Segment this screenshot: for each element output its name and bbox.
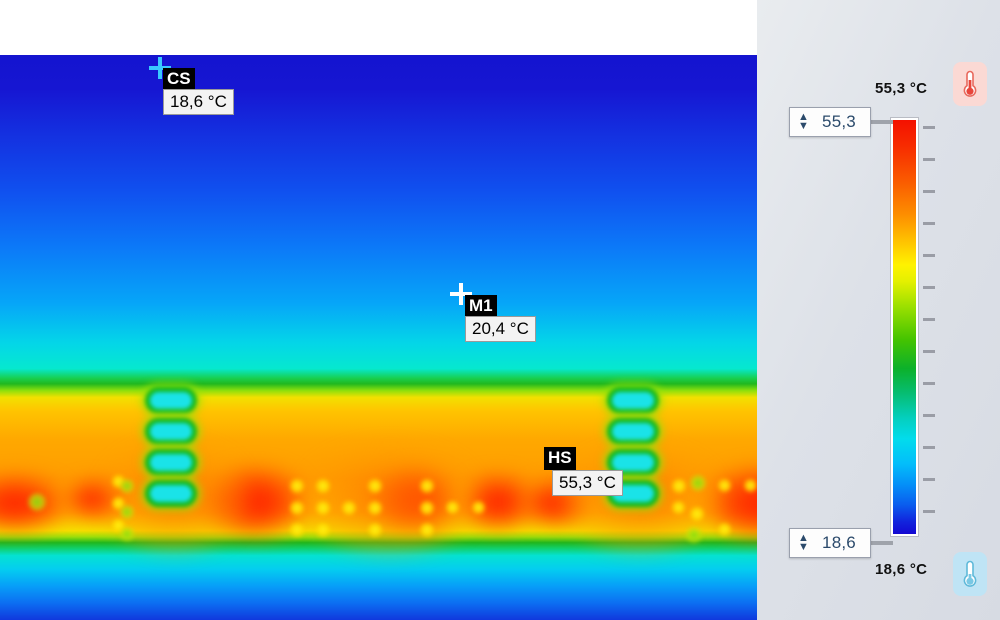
cooling-slot [150,392,192,409]
color-gradient [893,120,916,534]
pad-spot [690,507,704,521]
cooling-slot [150,485,192,502]
cooling-slot [612,423,654,440]
thermometer-cold-icon[interactable] [953,552,987,596]
scale-tick [923,510,935,513]
warm-blob [300,445,480,555]
pad-spot [446,501,459,514]
pad-spot [290,523,304,537]
scale-tick [923,318,935,321]
marker-value-cs: 18,6 °C [163,89,234,115]
pad-spot [28,493,46,511]
chevron-up-icon[interactable]: ▲ [798,111,809,123]
pad-spot [718,479,731,492]
scale-min-label: 18,6 °C [875,561,928,578]
thermometer-cold-glyph [963,560,977,587]
scale-tick [923,254,935,257]
pad-spot [120,479,134,493]
pad-spot [744,479,757,492]
pad-spot [672,501,685,514]
pad-spot [718,523,731,536]
marker-label-cs: CS [163,68,195,91]
max-temperature-value[interactable]: 55,3 [822,112,856,131]
scale-tick [923,190,935,193]
chevron-down-icon[interactable]: ▼ [798,120,809,132]
cooling-slot [612,454,654,471]
spinner-arrows-icon-min[interactable]: ▲ ▼ [797,532,810,553]
cooling-slot [150,454,192,471]
scale-tick [923,350,935,353]
color-scale-bar[interactable] [890,117,919,537]
cooling-slot [150,423,192,440]
scale-tick [923,414,935,417]
pad-spot [316,501,330,515]
scale-tick [923,286,935,289]
scale-tick [923,126,935,129]
pad-spot [672,479,686,493]
pad-spot [120,505,134,519]
pad-spot [368,501,382,515]
pad-spot [342,501,356,515]
thermal-image-panel[interactable]: CS 18,6 °C M1 20,4 °C HS 55,3 °C [0,55,757,620]
chevron-down-icon[interactable]: ▼ [798,541,809,553]
spinner-connector-max [867,120,893,124]
cooling-slot [612,392,654,409]
scale-tick [923,158,935,161]
thermometer-hot-icon[interactable] [953,62,987,106]
marker-value-m1: 20,4 °C [465,316,536,342]
pad-spot [368,523,382,537]
pad-spot [420,523,434,537]
pad-spot [472,501,485,514]
pad-spot [420,479,434,493]
marker-label-hs: HS [544,447,576,470]
pad-spot [690,475,706,491]
pad-spot [316,479,330,493]
temperature-scale-panel: 55,3 °C ▲ ▼ 55,3 ▲ ▼ 18,6 [757,0,1000,620]
pad-spot [316,523,330,537]
pad-spot [420,501,434,515]
min-temperature-spinner[interactable]: ▲ ▼ 18,6 [789,528,871,558]
scale-tick [923,222,935,225]
spinner-connector-min [867,541,893,545]
pad-spot [290,479,304,493]
spinner-arrows-icon-max[interactable]: ▲ ▼ [797,111,810,132]
thermometer-hot-glyph [963,70,977,97]
scale-max-label: 55,3 °C [875,80,928,97]
chevron-up-icon[interactable]: ▲ [798,532,809,544]
marker-value-hs: 55,3 °C [552,470,623,496]
crosshair-icon-cs [149,57,171,79]
pad-spot [120,527,134,541]
scale-tick [923,382,935,385]
scale-tick [923,446,935,449]
marker-label-m1: M1 [465,295,497,318]
pad-spot [368,479,382,493]
min-temperature-value[interactable]: 18,6 [822,533,856,552]
max-temperature-spinner[interactable]: ▲ ▼ 55,3 [789,107,871,137]
pad-spot [686,527,702,543]
crosshair-icon-m1 [450,283,472,305]
pad-spot [290,501,304,515]
scale-tick [923,478,935,481]
